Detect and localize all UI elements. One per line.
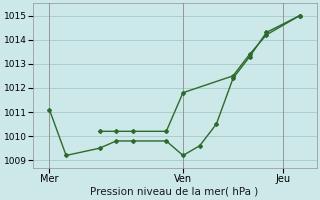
X-axis label: Pression niveau de la mer( hPa ): Pression niveau de la mer( hPa ) — [91, 187, 259, 197]
